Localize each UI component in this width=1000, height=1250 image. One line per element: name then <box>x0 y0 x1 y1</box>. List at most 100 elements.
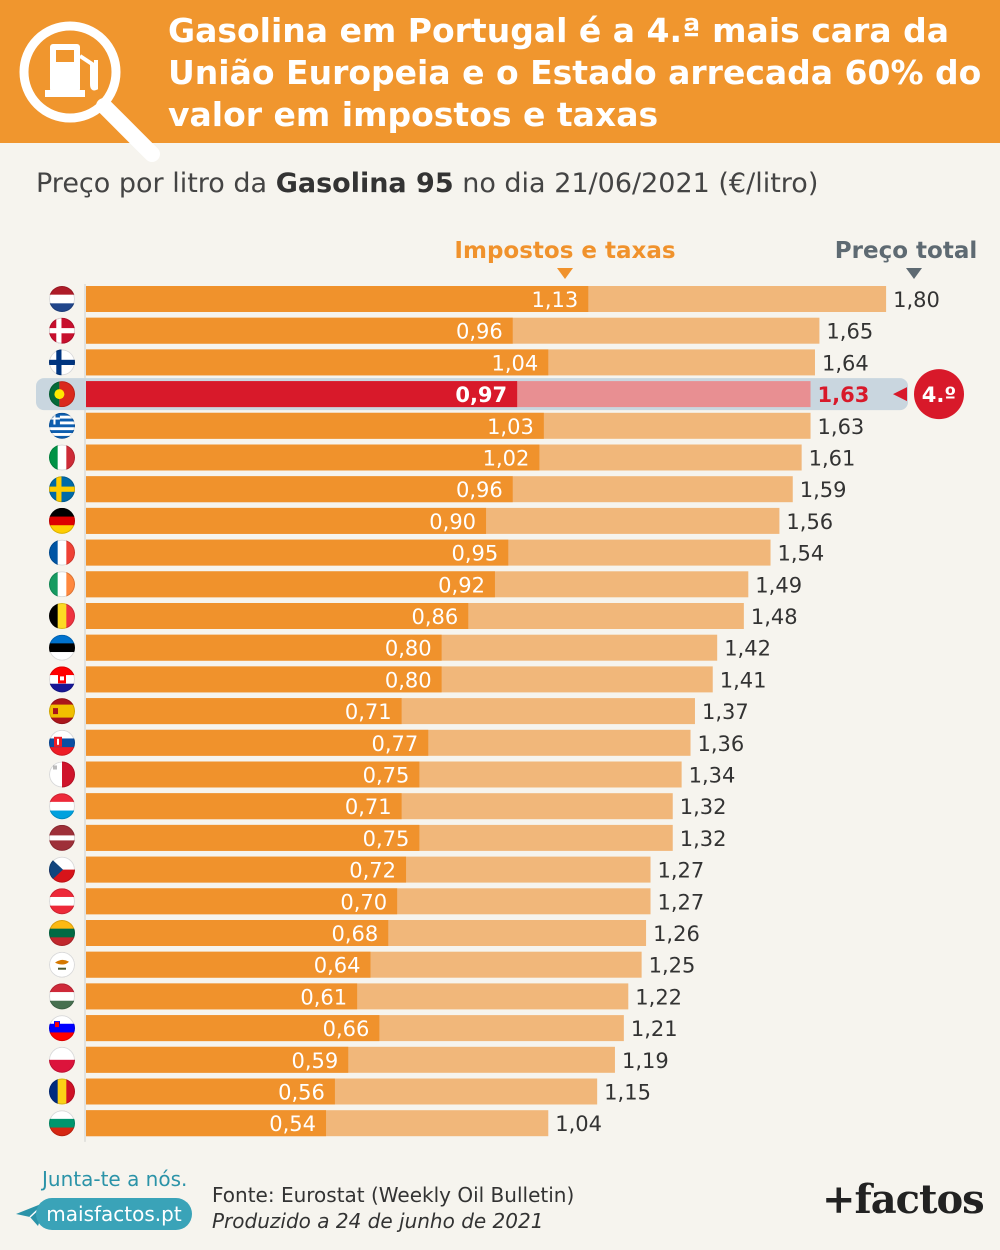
label-taxes: 1,04 <box>492 351 539 375</box>
bar-taxes <box>86 824 420 851</box>
bar-taxes <box>86 666 442 693</box>
flag-dk-icon <box>49 317 75 344</box>
bar-taxes <box>86 476 513 503</box>
bar-taxes <box>86 603 469 629</box>
bar-taxes <box>86 571 495 598</box>
flag-de-icon <box>49 507 75 534</box>
subtitle-suffix: no dia 21/06/2021 (€/litro) <box>453 168 819 199</box>
bar-taxes <box>86 1078 335 1105</box>
label-taxes: 0,61 <box>300 985 347 1009</box>
bar-taxes <box>86 793 402 820</box>
label-total: 1,80 <box>893 288 940 312</box>
flag-se-icon <box>49 476 75 503</box>
label-taxes: 0,59 <box>291 1049 338 1073</box>
bar-taxes <box>86 381 518 408</box>
label-total: 1,37 <box>702 700 749 724</box>
legend-taxes: Impostos e taxas <box>454 238 675 264</box>
label-taxes: 1,02 <box>483 447 530 471</box>
label-total: 1,22 <box>635 985 682 1009</box>
label-taxes: 0,80 <box>385 637 432 661</box>
label-total: 1,25 <box>649 954 696 978</box>
bar-taxes <box>86 920 389 946</box>
flag-be-icon <box>49 603 75 629</box>
produced-date: Produzido a 24 de junho de 2021 <box>212 1209 544 1233</box>
bar-taxes <box>86 444 540 471</box>
bar-taxes <box>86 412 544 439</box>
label-total: 1,49 <box>755 573 802 597</box>
flag-fr-icon <box>49 539 75 566</box>
label-taxes: 1,13 <box>532 288 579 312</box>
chart-subtitle: Preço por litro da Gasolina 95 no dia 21… <box>36 168 818 199</box>
flag-nl-icon <box>49 286 75 312</box>
flag-at-icon <box>49 888 75 915</box>
label-taxes: 0,54 <box>269 1112 316 1136</box>
bar-taxes <box>86 1015 380 1042</box>
label-total: 1,54 <box>778 542 825 566</box>
flag-cy-icon <box>49 951 75 978</box>
label-total: 1,32 <box>680 795 727 819</box>
bar-taxes <box>86 317 513 344</box>
label-total: 1,61 <box>809 447 856 471</box>
label-taxes: 0,71 <box>345 700 392 724</box>
label-total: 1,32 <box>680 827 727 851</box>
label-taxes: 0,96 <box>456 320 503 344</box>
label-total: 1,19 <box>622 1049 669 1073</box>
flag-gr-icon <box>49 412 75 439</box>
bar-taxes <box>86 888 398 915</box>
label-total: 1,04 <box>555 1112 602 1136</box>
flag-es-icon <box>49 698 75 725</box>
label-taxes: 0,66 <box>323 1017 370 1041</box>
flag-mt-icon <box>49 761 75 788</box>
label-taxes: 0,96 <box>456 478 503 502</box>
source-note: Fonte: Eurostat (Weekly Oil Bulletin) Pr… <box>212 1182 574 1234</box>
label-total: 1,48 <box>751 605 798 629</box>
label-taxes: 0,86 <box>412 605 459 629</box>
legend-taxes-marker <box>557 268 573 279</box>
flag-cz-icon <box>49 856 75 883</box>
website-link[interactable]: maisfactos.pt <box>36 1198 192 1230</box>
label-taxes: 1,03 <box>487 415 534 439</box>
bar-taxes <box>86 761 420 788</box>
label-total: 1,27 <box>658 859 705 883</box>
bar-taxes <box>86 507 487 534</box>
label-total: 1,41 <box>720 668 767 692</box>
bar-taxes <box>86 729 429 756</box>
label-taxes: 0,64 <box>314 954 361 978</box>
flag-lt-icon <box>49 920 75 946</box>
label-total: 1,65 <box>826 320 873 344</box>
label-taxes: 0,77 <box>371 732 418 756</box>
label-total: 1,63 <box>818 383 870 407</box>
label-taxes: 0,90 <box>429 510 476 534</box>
label-taxes: 0,75 <box>363 827 410 851</box>
label-taxes: 0,95 <box>452 542 499 566</box>
flag-ro-icon <box>49 1078 75 1105</box>
flag-ee-icon <box>49 634 75 661</box>
label-taxes: 0,70 <box>340 890 387 914</box>
label-total: 1,59 <box>800 478 847 502</box>
label-total: 1,21 <box>631 1017 678 1041</box>
bar-taxes <box>86 286 589 312</box>
bar-taxes <box>86 983 358 1010</box>
bar-taxes <box>86 1046 349 1073</box>
flag-lv-icon <box>49 824 75 851</box>
flag-it-icon <box>49 444 75 471</box>
subtitle-product: Gasolina 95 <box>275 168 454 199</box>
bar-taxes <box>86 634 442 661</box>
source-text: Fonte: Eurostat (Weekly Oil Bulletin) <box>212 1183 575 1207</box>
fuel-pump-magnifier-icon <box>19 21 160 162</box>
flag-bg-icon <box>49 1110 75 1137</box>
label-total: 1,56 <box>786 510 833 534</box>
bar-taxes <box>86 349 549 376</box>
highlight-badge <box>914 369 964 420</box>
flag-ie-icon <box>49 571 75 598</box>
label-taxes: 0,80 <box>385 668 432 692</box>
label-total: 1,15 <box>604 1081 651 1105</box>
label-taxes: 0,71 <box>345 795 392 819</box>
label-taxes: 0,56 <box>278 1081 325 1105</box>
label-taxes: 0,75 <box>363 764 410 788</box>
label-total: 1,27 <box>658 890 705 914</box>
bar-taxes <box>86 698 402 725</box>
label-total: 1,26 <box>653 922 700 946</box>
flag-fi-icon <box>49 349 75 376</box>
fuel-price-bar-chart: Impostos e taxas Preço total 1,13 1,80 0,96 1… <box>36 238 977 1142</box>
